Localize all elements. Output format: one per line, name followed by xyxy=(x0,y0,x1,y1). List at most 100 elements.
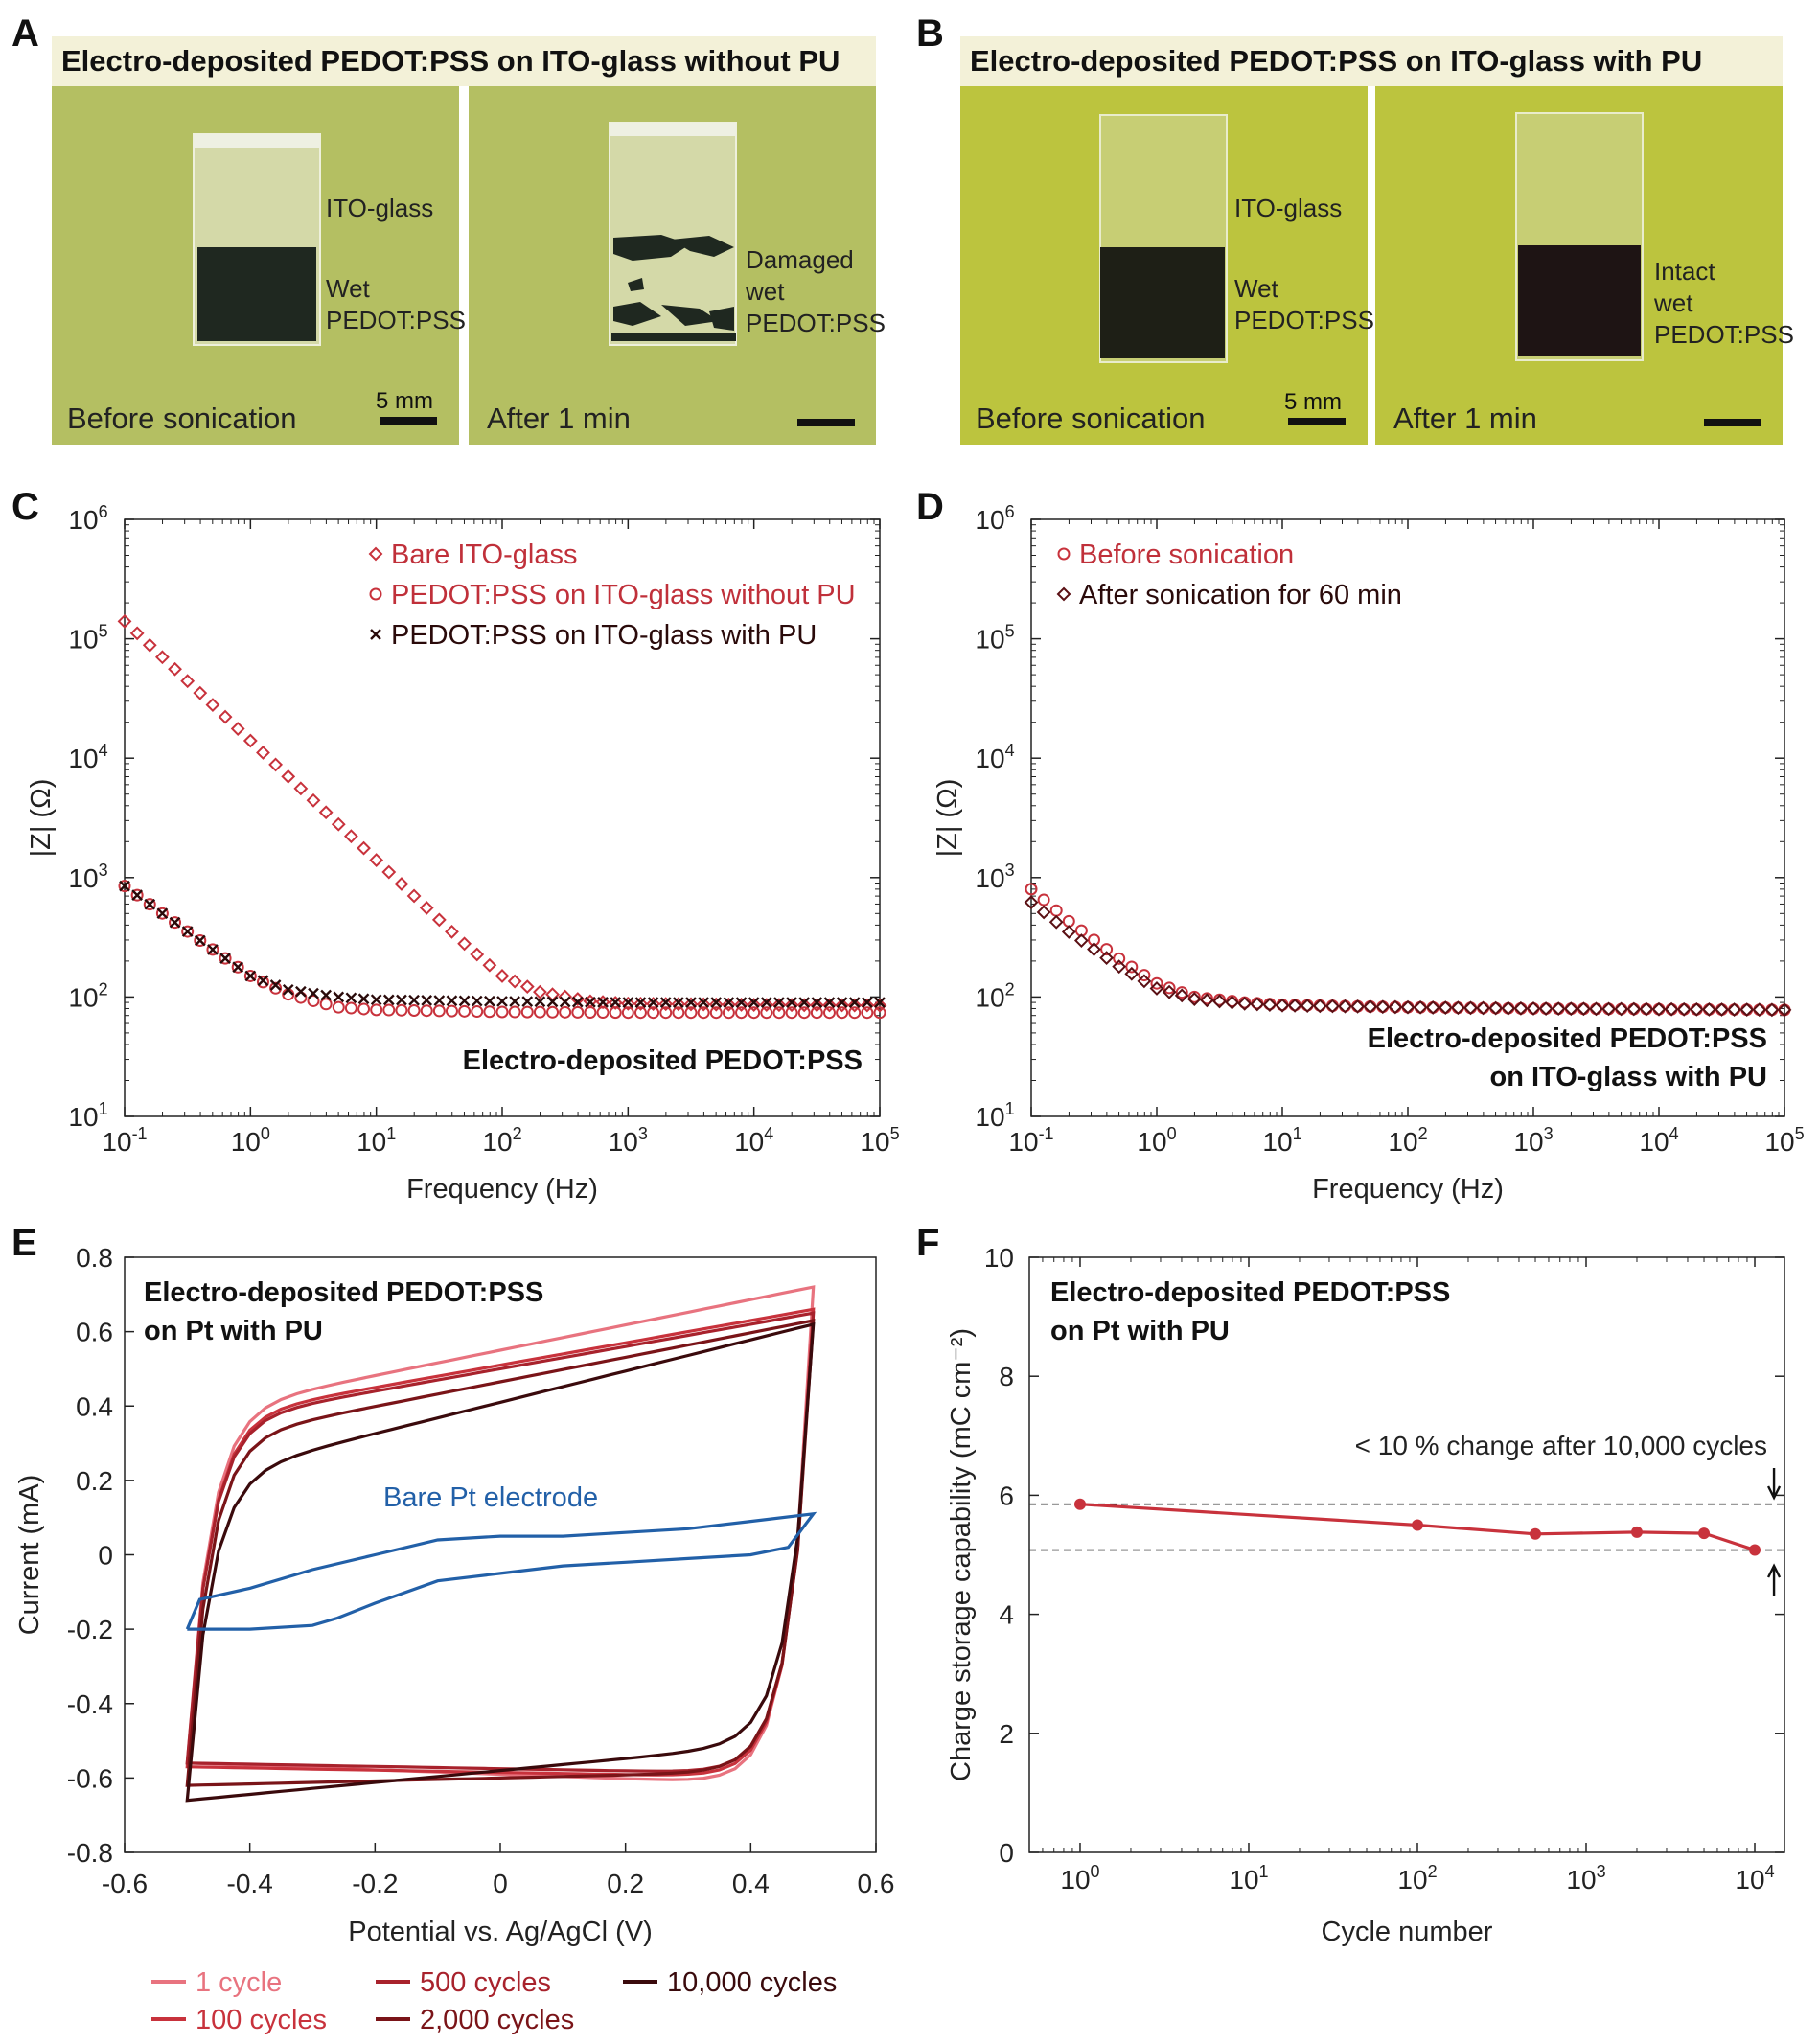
data-point xyxy=(269,979,282,991)
data-point xyxy=(672,1006,685,1020)
data-point xyxy=(698,997,709,1008)
data-point xyxy=(432,1004,446,1018)
data-point xyxy=(333,991,345,1003)
chart-c: 10-1 100 101 102 103 104 105101102103104105106… xyxy=(26,502,900,1205)
data-point xyxy=(1527,1001,1540,1015)
data-point xyxy=(1186,992,1202,1006)
data-point xyxy=(1225,995,1240,1010)
y-axis-label: |Z| (Ω) xyxy=(26,779,57,858)
data-point xyxy=(318,805,334,820)
x-tick-label: 104 xyxy=(1735,1862,1774,1895)
data-point xyxy=(1753,1003,1766,1017)
data-point xyxy=(798,997,811,1008)
data-point xyxy=(810,1006,823,1020)
chart-annotation: on Pt with PU xyxy=(144,1316,323,1346)
data-point xyxy=(811,997,823,1008)
data-point xyxy=(495,969,510,983)
data-point xyxy=(710,997,723,1008)
y-tick-label-exp: 3 xyxy=(99,861,108,880)
data-point xyxy=(1389,1000,1402,1014)
photo-a1-pedot-film xyxy=(197,247,316,341)
data-point xyxy=(860,998,875,1013)
change-note: < 10 % change after 10,000 cycles xyxy=(1355,1431,1767,1460)
data-point xyxy=(647,997,659,1008)
data-point xyxy=(1088,933,1100,947)
photo-b2-label-2: wet xyxy=(1653,288,1693,317)
x-tick-label: 100 xyxy=(1137,1124,1176,1157)
x-tick-label-base: 10 xyxy=(231,1127,261,1157)
data-point xyxy=(735,997,748,1008)
data-point xyxy=(847,998,863,1013)
data-point xyxy=(256,746,270,760)
y-tick-label: 4 xyxy=(999,1600,1014,1630)
data-point xyxy=(1338,999,1352,1014)
data-point xyxy=(421,995,433,1006)
photo-a1-label-1: ITO-glass xyxy=(326,194,433,222)
data-point xyxy=(1137,974,1152,989)
data-point xyxy=(1551,1001,1566,1017)
data-point xyxy=(671,997,686,1012)
legend-label: After sonication for 60 min xyxy=(1079,580,1402,610)
data-point xyxy=(308,987,319,999)
photo-b1-caption: Before sonication xyxy=(976,402,1206,435)
data-point xyxy=(772,1006,786,1020)
data-point xyxy=(597,997,609,1008)
data-point xyxy=(620,996,635,1011)
data-point xyxy=(785,1006,798,1020)
panel-letter-c: C xyxy=(12,486,39,528)
y-tick-label: 102 xyxy=(68,979,107,1012)
photo-b-title: Electro-deposited PEDOT:PSS on ITO-glass… xyxy=(970,44,1702,78)
chart-annotation: on Pt with PU xyxy=(1050,1316,1230,1346)
data-point xyxy=(1640,1002,1653,1016)
data-point xyxy=(1401,1000,1415,1014)
data-point xyxy=(370,1003,383,1017)
photo-a2-glass-edge xyxy=(610,123,736,136)
data-point xyxy=(369,853,384,868)
x-tick-label: 0.6 xyxy=(858,1869,895,1898)
data-point xyxy=(1376,1000,1390,1014)
legend-label: 500 cycles xyxy=(420,1967,551,1998)
data-point xyxy=(1630,1526,1643,1538)
x-tick-label-base: 10 xyxy=(357,1127,386,1157)
data-point xyxy=(683,997,699,1012)
x-tick-label-exp: 1 xyxy=(1293,1124,1302,1143)
data-point xyxy=(836,997,848,1008)
data-point xyxy=(244,970,257,982)
x-tick-label-base: 10 xyxy=(1262,1127,1292,1157)
series-3 xyxy=(119,880,886,1008)
data-point xyxy=(1187,990,1201,1003)
data-point xyxy=(559,996,571,1008)
data-point xyxy=(154,650,170,665)
data-point xyxy=(396,994,407,1006)
data-point xyxy=(1764,1002,1780,1018)
data-point xyxy=(708,997,724,1012)
data-point xyxy=(647,1006,660,1020)
x-tick-label-base: 10 xyxy=(1229,1865,1258,1895)
data-point xyxy=(181,925,195,938)
data-point xyxy=(205,698,220,713)
data-point xyxy=(1073,1498,1086,1510)
data-point xyxy=(797,1006,811,1020)
panel-letter-f: F xyxy=(916,1222,939,1264)
y-tick-label-base: 10 xyxy=(975,1102,1004,1132)
data-point xyxy=(406,888,422,904)
photo-b2-caption: After 1 min xyxy=(1393,402,1537,435)
data-point xyxy=(1426,1000,1439,1014)
data-point xyxy=(207,944,219,955)
photo-a-title: Electro-deposited PEDOT:PSS on ITO-glass… xyxy=(61,44,840,78)
cv-loop-1 xyxy=(185,1285,816,1781)
data-point xyxy=(471,995,483,1007)
chart-annotation: Electro-deposited PEDOT:PSS xyxy=(144,1277,543,1308)
photo-b1-label-1: ITO-glass xyxy=(1234,194,1342,222)
y-tick-label-exp: 2 xyxy=(1005,979,1015,999)
series-2 xyxy=(118,880,886,1020)
data-point xyxy=(759,998,774,1013)
y-tick-label-base: 10 xyxy=(68,625,98,655)
y-tick-label: 0.2 xyxy=(76,1466,113,1496)
x-tick-label: 0 xyxy=(493,1869,508,1898)
data-point xyxy=(1464,1001,1477,1015)
bare-pt-loop xyxy=(185,1511,817,1631)
data-point xyxy=(696,997,711,1012)
data-point xyxy=(622,997,634,1008)
data-point xyxy=(1664,1001,1679,1017)
